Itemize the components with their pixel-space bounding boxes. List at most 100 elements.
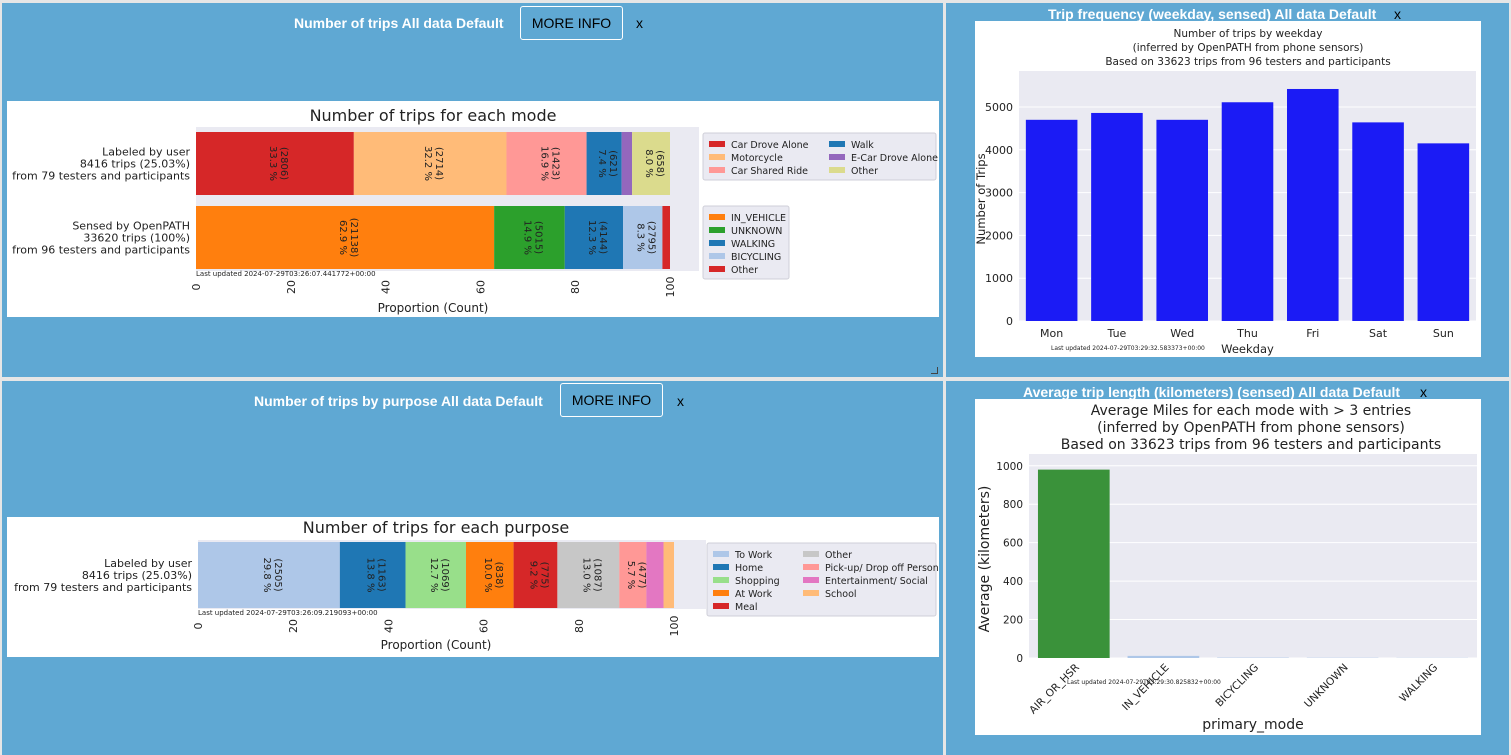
legend-label: Car Shared Ride <box>731 166 808 177</box>
legend-swatch <box>829 167 845 173</box>
x-tick-label: 40 <box>382 619 395 633</box>
legend-label: Home <box>735 563 763 574</box>
resize-handle[interactable] <box>931 367 938 374</box>
legend-label: Meal <box>735 602 758 613</box>
legend-box <box>706 542 937 617</box>
panel-title: Trip frequency (weekday, sensed) All dat… <box>1048 6 1377 22</box>
legend-swatch <box>709 227 725 233</box>
segment-count-label: (1069) <box>439 558 450 591</box>
segment-pct-label: 9.2 % <box>527 561 538 590</box>
bar <box>1025 119 1078 322</box>
legend-swatch <box>709 253 725 259</box>
legend-swatch <box>713 551 729 557</box>
x-tick-label: Sun <box>1433 327 1454 340</box>
bar-label-line: from 96 testers and participants <box>12 244 190 257</box>
y-axis-label: Number of Trips <box>975 153 988 244</box>
close-button[interactable]: x <box>1420 384 1427 400</box>
chart-weekday-container: Number of trips by weekday (inferred by O… <box>974 21 1481 357</box>
legend-box <box>702 132 937 181</box>
x-tick-label: 40 <box>380 280 393 294</box>
bar-segment <box>494 206 565 269</box>
segment-count-label: (2795) <box>646 221 657 254</box>
y-tick-label: 200 <box>1003 615 1023 627</box>
legend-label: School <box>825 589 857 600</box>
segment-pct-label: 29.8 % <box>261 558 272 593</box>
y-tick-label: 5000 <box>985 101 1013 114</box>
bar-segment <box>663 542 674 608</box>
bar <box>1352 122 1404 322</box>
x-axis-label: Weekday <box>1221 342 1274 356</box>
bar-label-line: Labeled by user <box>104 557 192 570</box>
segment-pct-label: 32.2 % <box>422 146 433 181</box>
segment-count-label: (2714) <box>433 147 444 180</box>
more-info-button[interactable]: MORE INFO <box>520 6 623 40</box>
segment-count-label: (4144) <box>597 221 608 254</box>
bar-label-line: Labeled by user <box>102 146 190 159</box>
bar-segment <box>405 542 466 608</box>
bar-segment <box>339 542 406 608</box>
bar <box>1286 88 1339 321</box>
legend-swatch <box>709 154 725 160</box>
segment-pct-label: 8.3 % <box>635 223 646 252</box>
legend-label: Walk <box>851 140 874 151</box>
x-tick-label: Fri <box>1306 327 1319 340</box>
chart-title-line: (inferred by OpenPATH from phone sensors… <box>1097 420 1405 436</box>
legend-label: Other <box>851 166 878 177</box>
bar <box>1221 102 1274 322</box>
bar <box>1417 143 1470 321</box>
legend-label: Car Drove Alone <box>731 140 809 151</box>
x-tick-label: 20 <box>287 619 300 633</box>
legend-box <box>702 205 790 280</box>
footnote: Last updated 2024-07-29T03:29:32.583373+… <box>1051 345 1205 352</box>
more-info-button[interactable]: MORE INFO <box>560 383 663 417</box>
segment-count-label: (2806) <box>278 147 289 180</box>
segment-count-label: (2505) <box>272 558 283 591</box>
x-tick-label: 60 <box>474 280 487 294</box>
legend-swatch <box>803 564 819 570</box>
x-tick-label: 80 <box>573 619 586 633</box>
bar-segment <box>196 132 354 195</box>
chart-avg-length: Average Miles for each mode with > 3 ent… <box>977 403 1477 733</box>
bar <box>1037 469 1110 658</box>
segment-count-label: (477) <box>636 562 647 589</box>
x-tick-label: Mon <box>1040 327 1063 340</box>
bar-segment <box>586 132 622 195</box>
x-tick-label: 60 <box>478 619 491 633</box>
legend-label: Other <box>731 265 758 276</box>
segment-pct-label: 13.0 % <box>580 558 591 593</box>
bar-segment <box>662 206 670 269</box>
segment-pct-label: 12.3 % <box>586 220 597 255</box>
y-tick-label: 400 <box>1003 576 1023 588</box>
segment-count-label: (775) <box>538 562 549 589</box>
footnote: Last updated 2024-07-29T03:26:09.219093+… <box>198 609 378 617</box>
x-tick-label: Thu <box>1236 327 1258 340</box>
close-button[interactable]: x <box>1394 6 1401 22</box>
close-button[interactable]: x <box>636 15 643 31</box>
segment-count-label: (1087) <box>591 558 602 591</box>
legend-swatch <box>709 240 725 246</box>
panel-title: Average trip length (kilometers) (sensed… <box>1023 384 1401 400</box>
segment-count-label: (1423) <box>550 147 561 180</box>
legend-label: WALKING <box>731 239 775 250</box>
segment-pct-label: 7.4 % <box>596 149 607 178</box>
bar-segment <box>465 542 514 608</box>
y-tick-label: 4000 <box>985 144 1013 157</box>
bar-segment <box>196 206 495 269</box>
y-axis-label: Average (kilometers) <box>977 486 993 633</box>
x-tick-label: UNKNOWN <box>1302 662 1351 711</box>
chart-mode-container: Number of trips for each mode Labeled by … <box>7 101 939 317</box>
chart-title: Number of trips for each mode <box>310 106 557 125</box>
panel-trips-by-purpose: Number of trips by purpose All data Defa… <box>2 381 943 755</box>
chart-title-line: (inferred by OpenPATH from phone sensors… <box>1133 42 1364 54</box>
x-axis-label: primary_mode <box>1202 717 1304 733</box>
x-tick-label: 0 <box>190 284 203 291</box>
legend-label: Motorcycle <box>731 153 783 164</box>
legend-swatch <box>803 590 819 596</box>
bar-segment <box>619 542 647 608</box>
legend-label: To Work <box>734 550 773 561</box>
x-tick-label: Tue <box>1107 327 1127 340</box>
close-button[interactable]: x <box>677 393 684 409</box>
legend-label: IN_VEHICLE <box>731 213 786 224</box>
x-axis-label: Proportion (Count) <box>381 638 492 652</box>
y-tick-label: 1000 <box>996 461 1023 473</box>
